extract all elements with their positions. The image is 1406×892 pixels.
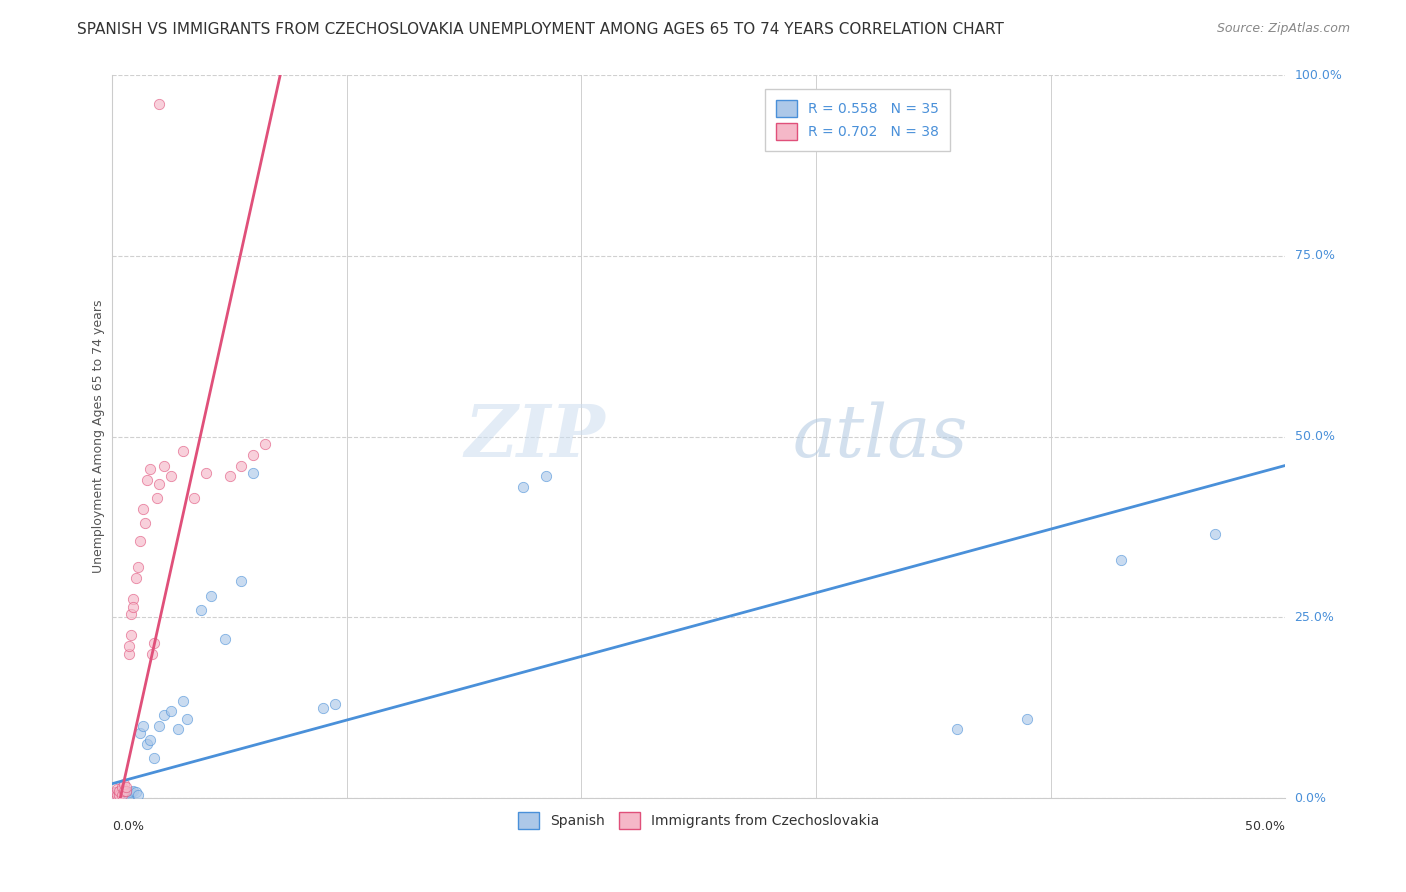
Point (111, 787, 134, 801)
Point (242, 448, 264, 462)
Point (108, 784, 131, 798)
Point (120, 785, 142, 799)
Point (143, 751, 166, 765)
Point (125, 571, 148, 585)
Point (167, 723, 190, 737)
Point (190, 603, 212, 617)
Point (127, 788, 149, 802)
Point (139, 462, 162, 476)
Point (148, 476, 170, 491)
Point (146, 491, 169, 505)
Point (148, 97, 170, 112)
Point (253, 437, 276, 451)
Text: 50.0%: 50.0% (1246, 820, 1285, 833)
Point (118, 640, 141, 654)
Point (115, 784, 138, 798)
Point (945, 723, 967, 737)
Point (112, 788, 135, 802)
Point (120, 607, 142, 621)
Legend: Spanish, Immigrants from Czechoslovakia: Spanish, Immigrants from Czechoslovakia (513, 806, 884, 835)
Point (115, 780, 138, 795)
Point (134, 516, 156, 531)
Point (122, 599, 145, 614)
Point (104, 785, 127, 799)
Point (129, 534, 152, 549)
Point (143, 635, 166, 649)
Point (160, 704, 183, 718)
Text: 100.0%: 100.0% (1295, 69, 1343, 81)
Point (312, 700, 335, 714)
Point (122, 784, 145, 798)
Point (118, 788, 141, 802)
Point (195, 466, 218, 480)
Point (118, 647, 141, 661)
Point (148, 719, 170, 733)
Point (160, 469, 183, 483)
Point (104, 788, 127, 802)
Point (231, 458, 253, 473)
Point (112, 777, 135, 791)
Point (120, 628, 142, 642)
Point (122, 592, 145, 607)
Point (127, 559, 149, 574)
Point (172, 693, 194, 707)
Point (183, 491, 205, 505)
Point (231, 574, 253, 589)
Point (153, 708, 176, 723)
Point (323, 697, 346, 711)
Point (512, 480, 534, 494)
Point (141, 647, 163, 661)
Text: ZIP: ZIP (464, 401, 605, 472)
Point (108, 788, 131, 802)
Point (104, 788, 127, 802)
Point (242, 466, 264, 480)
Point (105, 782, 128, 797)
Point (172, 444, 194, 458)
Text: 25.0%: 25.0% (1295, 611, 1334, 624)
Point (132, 719, 155, 733)
Point (218, 469, 240, 483)
Point (105, 785, 128, 799)
Point (136, 473, 159, 487)
Point (200, 589, 222, 603)
Point (176, 712, 198, 726)
Point (1204, 527, 1226, 541)
Text: Source: ZipAtlas.com: Source: ZipAtlas.com (1216, 22, 1350, 36)
Point (1017, 712, 1039, 726)
Point (111, 780, 134, 795)
Y-axis label: Unemployment Among Ages 65 to 74 years: Unemployment Among Ages 65 to 74 years (93, 300, 105, 574)
Point (108, 788, 131, 802)
Text: 0.0%: 0.0% (1295, 791, 1327, 805)
Point (125, 785, 148, 799)
Text: 50.0%: 50.0% (1295, 430, 1334, 443)
Point (214, 632, 236, 646)
Point (105, 788, 128, 802)
Point (132, 502, 155, 516)
Point (139, 733, 162, 747)
Text: 0.0%: 0.0% (112, 820, 145, 833)
Text: SPANISH VS IMMIGRANTS FROM CZECHOSLOVAKIA UNEMPLOYMENT AMONG AGES 65 TO 74 YEARS: SPANISH VS IMMIGRANTS FROM CZECHOSLOVAKI… (77, 22, 1004, 37)
Text: atlas: atlas (793, 401, 969, 472)
Point (112, 784, 135, 798)
Point (136, 737, 159, 751)
Point (115, 785, 138, 799)
Point (111, 788, 134, 802)
Point (536, 469, 558, 483)
Point (1109, 552, 1132, 566)
Point (129, 726, 152, 740)
Point (153, 458, 176, 473)
Text: 75.0%: 75.0% (1295, 249, 1334, 262)
